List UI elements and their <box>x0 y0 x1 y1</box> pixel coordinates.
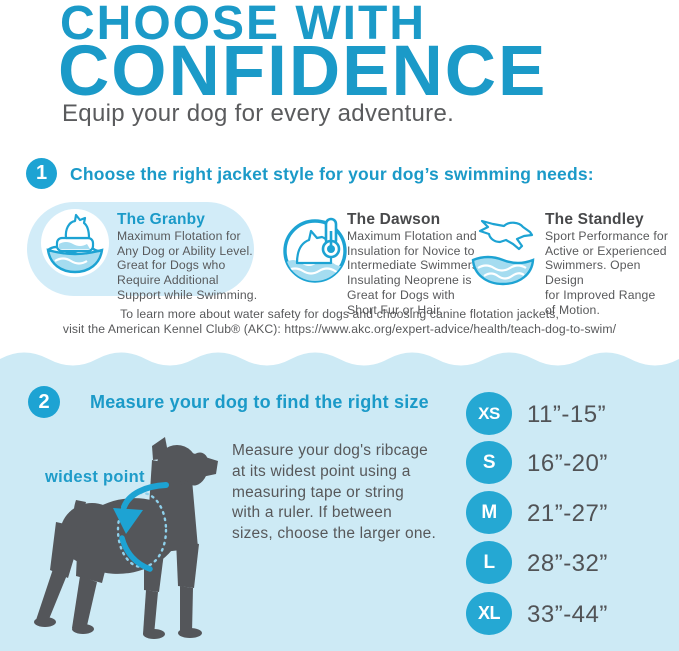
size-range-xl: 33”-44” <box>527 601 608 628</box>
size-badge-xs: XS <box>466 392 512 435</box>
style-desc-granby: Maximum Flotation for Any Dog or Ability… <box>117 229 258 302</box>
size-badge-s: S <box>466 441 512 484</box>
size-badge-m: M <box>466 491 512 534</box>
size-range-l: 28”-32” <box>527 550 608 577</box>
step1-number-badge: 1 <box>26 158 57 189</box>
style-desc-standley: Sport Performance for Active or Experien… <box>545 229 669 317</box>
dog-measuring-illustration <box>34 437 218 639</box>
style-name-dawson: The Dawson <box>347 211 441 228</box>
dog-silhouette <box>34 437 218 639</box>
step2-number: 2 <box>38 390 50 413</box>
akc-note-url-line: visit the American Kennel Club® (AKC): h… <box>62 321 617 336</box>
leaping-dog-icon <box>471 219 535 286</box>
step1-number: 1 <box>35 162 48 184</box>
akc-note-line1: To learn more about water safety for dog… <box>120 307 559 321</box>
size-range-s: 16”-20” <box>527 450 608 477</box>
measuring-instructions: Measure your dog's ribcage at its widest… <box>232 442 436 543</box>
size-badge-xl: XL <box>466 592 512 635</box>
widest-point-label: widest point <box>45 468 145 486</box>
page-title-line2: CONFIDENCE <box>58 32 548 111</box>
wave-divider <box>0 352 679 372</box>
step2-number-badge: 2 <box>28 386 60 418</box>
style-desc-dawson: Maximum Flotation and Insulation for Nov… <box>347 229 482 317</box>
step2-heading: Measure your dog to find the right size <box>90 392 429 412</box>
page-subtitle: Equip your dog for every adventure. <box>62 100 455 127</box>
size-badge-l: L <box>466 541 512 584</box>
measure-arrow <box>113 482 169 572</box>
page-title-line1: CHOOSE WITH <box>60 0 426 50</box>
style-name-standley: The Standley <box>545 211 644 228</box>
step1-heading: Choose the right jacket style for your d… <box>70 164 594 184</box>
dog-on-float-icon <box>41 209 109 277</box>
style-name-granby: The Granby <box>117 211 206 228</box>
dog-thermometer-icon <box>283 217 347 283</box>
size-range-xs: 11”-15” <box>527 401 607 428</box>
size-range-m: 21”-27” <box>527 500 608 527</box>
akc-water-safety-note: To learn more about water safety for dog… <box>0 307 679 336</box>
